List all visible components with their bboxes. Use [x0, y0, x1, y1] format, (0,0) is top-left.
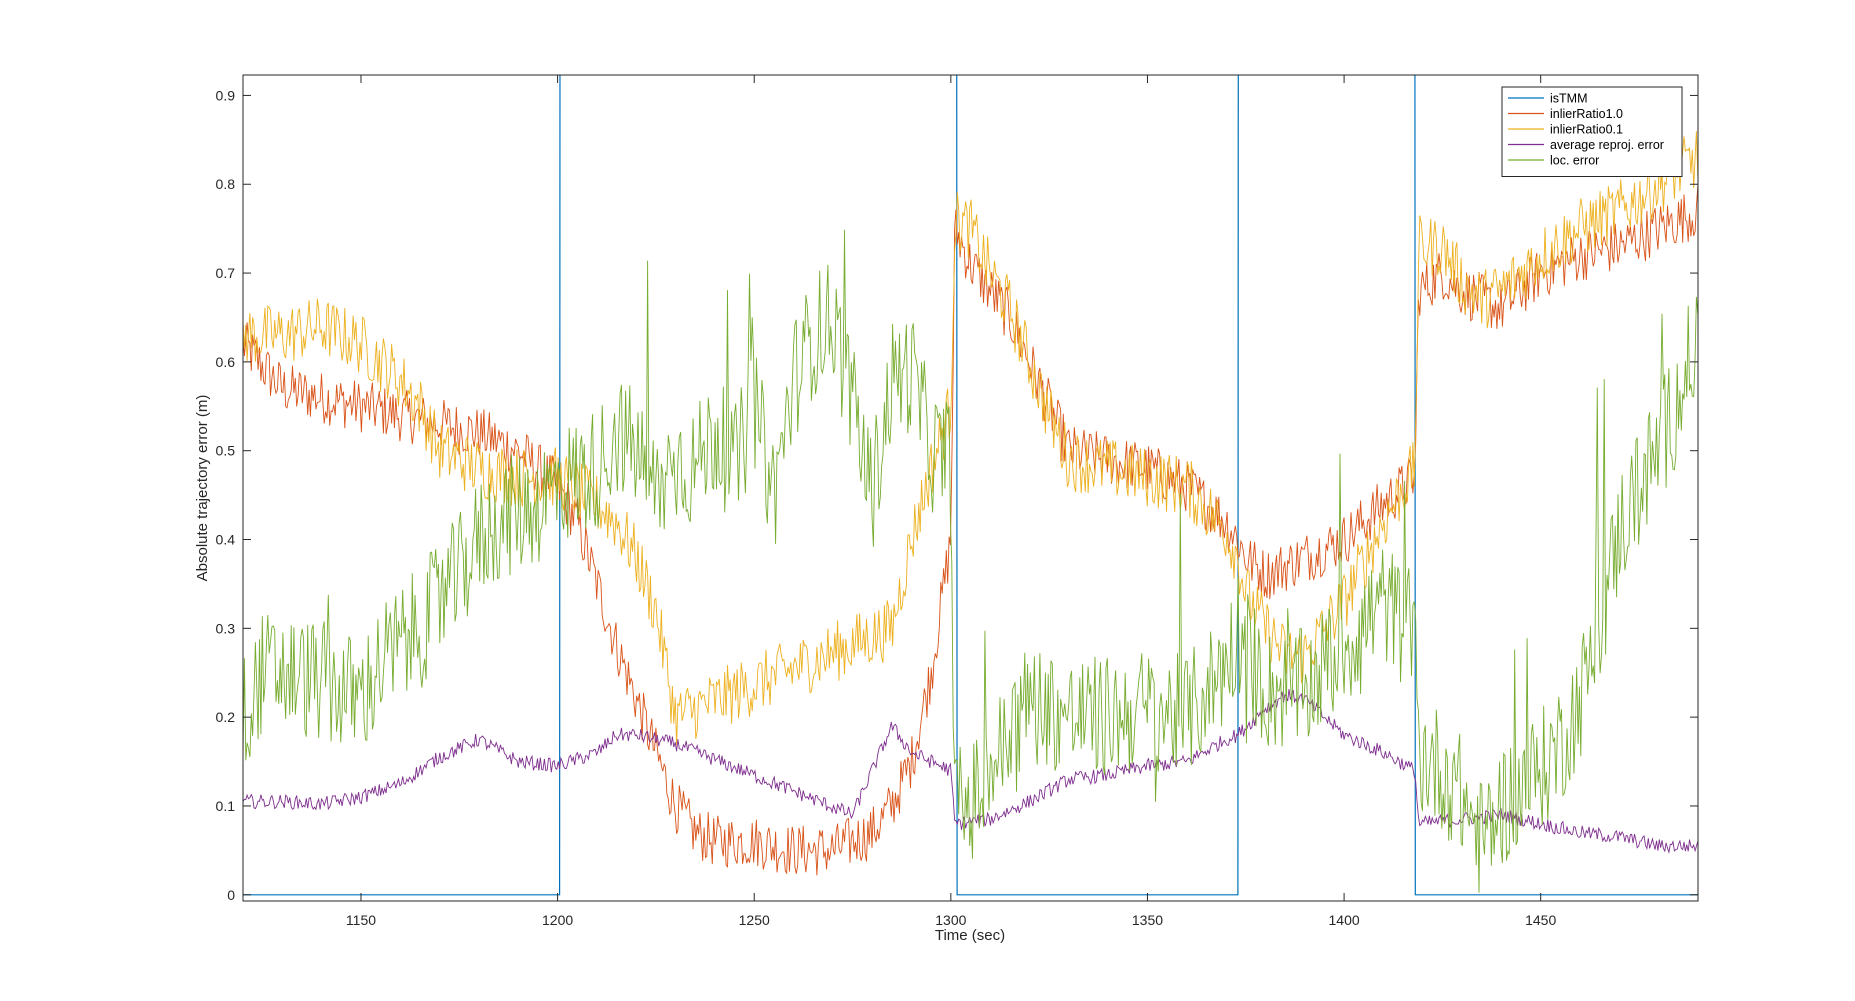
y-axis-label: Absolute trajectory error (m)	[194, 395, 211, 582]
x-tick-label-6: 1450	[1525, 912, 1556, 928]
legend-item-3: average reproj. error	[1550, 138, 1664, 152]
axes-layer: 1150 1200 1250 1300 1350 1400 1450 0 0.1 0.2 0.3 0.…	[216, 75, 1698, 928]
y-tick-label-3: 0.3	[216, 620, 236, 636]
legend-box	[1501, 86, 1683, 177]
legend-item-4: loc. error	[1550, 154, 1599, 168]
y-tick-label-6: 0.6	[216, 354, 236, 370]
legend-item-0: isTMM	[1550, 92, 1588, 106]
x-tick-label-3: 1300	[935, 912, 966, 928]
series-layer	[243, 75, 1698, 896]
y-tick-label-5: 0.5	[216, 443, 236, 459]
y-tick-label-1: 0.1	[216, 798, 236, 814]
legend-item-2: inlierRatio0.1	[1550, 123, 1623, 137]
series-line-4	[243, 229, 1698, 893]
y-tick-label-0: 0	[227, 887, 235, 903]
x-tick-label-1: 1200	[542, 912, 573, 928]
series-line-2	[243, 131, 1698, 746]
plot-area	[243, 75, 1698, 901]
y-tick-label-2: 0.2	[216, 709, 236, 725]
legend-item-1: inlierRatio1.0	[1550, 107, 1623, 121]
y-tick-label-4: 0.4	[216, 532, 236, 548]
x-axis-label: Time (sec)	[935, 927, 1005, 944]
x-tick-label-5: 1400	[1329, 912, 1360, 928]
y-tick-label-9: 0.9	[216, 87, 236, 103]
x-tick-label-2: 1250	[739, 912, 770, 928]
y-tick-label-8: 0.8	[216, 176, 236, 192]
series-line-3	[243, 689, 1698, 854]
x-tick-label-0: 1150	[346, 912, 376, 928]
plot-frame	[242, 74, 1699, 902]
x-tick-label-4: 1350	[1132, 912, 1163, 928]
series-line-1	[243, 186, 1698, 876]
y-tick-label-7: 0.7	[216, 265, 236, 281]
